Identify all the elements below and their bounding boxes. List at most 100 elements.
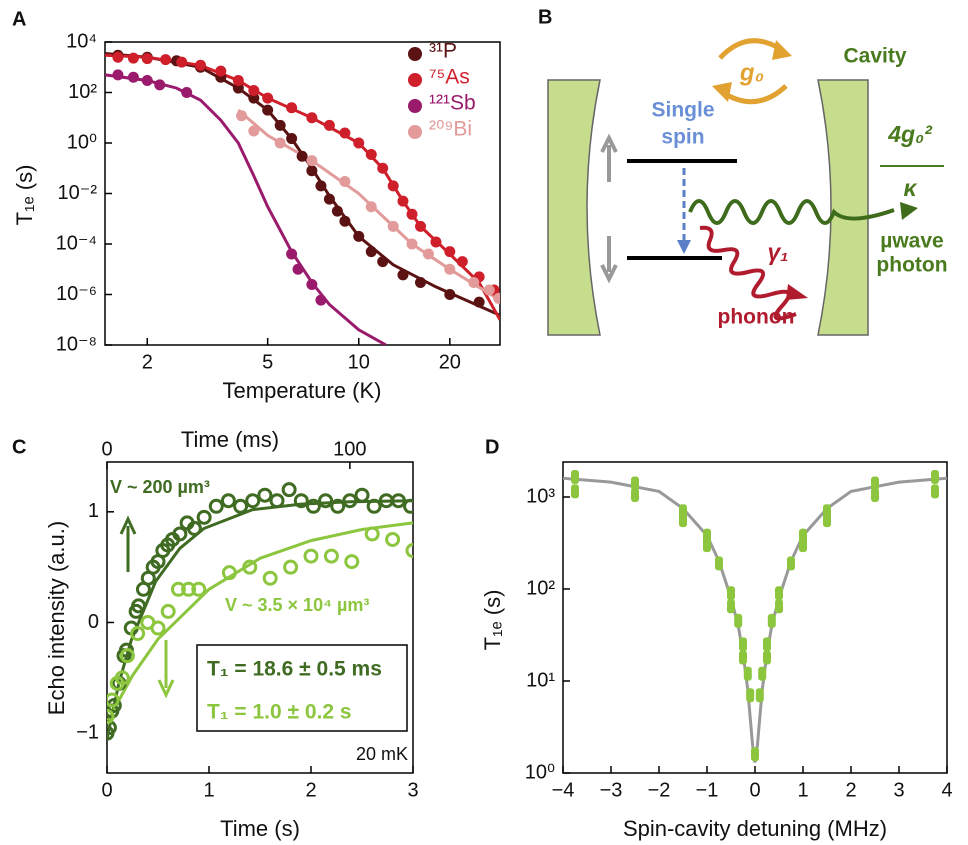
y-tick-label: 1 xyxy=(88,500,99,522)
point xyxy=(387,220,399,232)
point xyxy=(631,476,639,491)
photon-wave xyxy=(688,199,895,225)
point xyxy=(160,603,176,619)
point xyxy=(220,493,236,509)
point xyxy=(141,74,153,86)
point xyxy=(114,670,130,686)
y-tick-label: 10¹ xyxy=(526,669,555,691)
x-tick-label: 10 xyxy=(348,351,370,373)
panel-c: C 0 1 2 3 0 100 −1 0 1 Time (s) Time (ms) Echo inten… xyxy=(12,427,419,841)
point xyxy=(262,570,278,586)
point xyxy=(331,205,343,217)
panel-label: C xyxy=(12,436,26,458)
point xyxy=(262,104,274,116)
y-tick-label: 10⁴ xyxy=(66,30,97,52)
point xyxy=(131,598,147,614)
point xyxy=(232,82,244,94)
point xyxy=(232,74,244,86)
point xyxy=(493,292,500,304)
y-tick-label: 10⁻⁴ xyxy=(56,232,97,254)
point xyxy=(571,484,579,499)
y-tick-label: 10⁻⁶ xyxy=(56,283,97,305)
x-axis-label: Temperature (K) xyxy=(223,378,382,403)
x-tick-label: 1 xyxy=(797,779,808,801)
point xyxy=(150,620,166,636)
y-tick-label: −1 xyxy=(76,721,99,743)
x-tick-label: 3 xyxy=(893,779,904,801)
x2-axis-label: Time (ms) xyxy=(181,427,279,452)
x-tick-label: 1 xyxy=(203,779,214,801)
y-tick-label: 10⁰ xyxy=(525,761,555,783)
point xyxy=(107,709,115,725)
point xyxy=(315,294,327,306)
point xyxy=(127,52,139,64)
x-tick-label: 0 xyxy=(749,779,760,801)
point xyxy=(679,513,687,528)
plot-area xyxy=(107,482,413,741)
point xyxy=(444,289,456,300)
point xyxy=(734,613,743,628)
point xyxy=(248,85,260,97)
point xyxy=(931,469,939,484)
legend-marker xyxy=(408,99,422,113)
point xyxy=(119,648,135,664)
y-tick-label: 0 xyxy=(88,611,99,633)
point xyxy=(306,112,318,124)
point xyxy=(571,469,579,484)
y-tick-label: 10⁻² xyxy=(58,182,98,204)
point xyxy=(715,556,723,571)
point xyxy=(221,565,237,581)
x2-tick-label: 0 xyxy=(101,438,112,460)
point xyxy=(330,498,346,514)
point xyxy=(775,586,783,601)
point xyxy=(354,487,370,503)
point xyxy=(154,79,166,91)
point xyxy=(306,155,318,167)
point xyxy=(286,248,298,260)
point xyxy=(365,149,377,161)
point xyxy=(339,175,351,187)
point xyxy=(292,263,304,275)
point xyxy=(257,487,273,503)
point xyxy=(107,692,120,708)
point xyxy=(303,548,319,564)
point xyxy=(387,180,399,192)
point xyxy=(456,256,468,268)
spin-down-arrow xyxy=(600,236,618,284)
point xyxy=(468,276,480,288)
trend-arrow xyxy=(157,640,175,699)
point xyxy=(390,493,406,509)
spin-label: Single xyxy=(651,99,714,122)
note: 20 mK xyxy=(356,744,408,764)
point xyxy=(743,666,752,681)
point xyxy=(274,119,286,131)
rate-denominator: κ xyxy=(903,175,917,201)
point xyxy=(195,59,207,71)
mirror xyxy=(547,79,601,336)
point xyxy=(365,201,377,213)
x-tick-label: 2 xyxy=(142,351,153,373)
point xyxy=(871,476,879,491)
point xyxy=(274,137,286,149)
plot-area xyxy=(105,49,500,345)
panel-b: B Single spin g₀ Cavity 4g₀² κ µwave pho… xyxy=(538,6,948,336)
point xyxy=(160,54,172,66)
rate-numerator: 4g₀² xyxy=(887,121,933,147)
fit-line xyxy=(105,73,387,345)
point xyxy=(112,69,124,81)
point xyxy=(799,528,807,543)
point xyxy=(269,493,285,509)
plot-area xyxy=(563,469,947,763)
y-axis-label: T₁ₑ (s) xyxy=(480,590,505,651)
x-tick-label: 0 xyxy=(101,779,112,801)
point xyxy=(739,637,747,652)
point xyxy=(364,526,380,542)
point xyxy=(181,581,197,597)
legend-label: ³¹P xyxy=(429,40,457,63)
point xyxy=(406,238,418,250)
x-tick-label: 3 xyxy=(407,779,418,801)
point xyxy=(186,520,202,536)
point xyxy=(306,165,318,177)
x-tick-label: 5 xyxy=(262,351,273,373)
